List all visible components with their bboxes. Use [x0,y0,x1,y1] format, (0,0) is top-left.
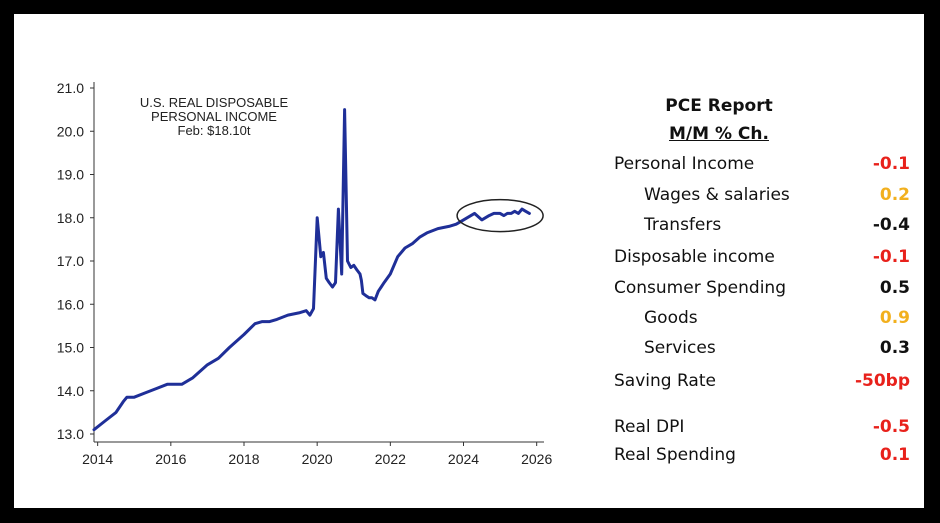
x-tick-label: 2018 [228,451,259,467]
report-row-value: 0.5 [879,278,910,298]
y-tick-label: 14.0 [57,383,84,399]
report-row-value: 0.9 [879,308,910,328]
y-tick-label: 21.0 [57,80,84,96]
report-row-value: -0.5 [872,417,910,437]
slide-frame: 13.0 14.0 15.0 16.0 17.0 18.0 19.0 20.0 21.0 2014… [14,14,924,508]
income-line-chart: 13.0 14.0 15.0 16.0 17.0 18.0 19.0 20.0 21.0 2014… [57,80,553,467]
pce-report-table: PCE Report M/M % Ch. Personal Income -0.1… [614,92,914,465]
y-tick-label: 20.0 [57,123,84,139]
series-line-income [92,108,531,432]
annotation-line-1: U.S. REAL DISPOSABLE [139,95,289,110]
report-subtitle: M/M % Ch. [669,124,769,144]
report-row-label: Real DPI [614,417,685,437]
x-tick-label: 2020 [302,451,333,467]
report-row-value: 0.1 [879,445,910,465]
report-row: Real DPI -0.5 [614,417,910,447]
report-row-value: -0.1 [872,154,910,174]
y-tick-label: 15.0 [57,340,84,356]
report-row: Real Spending 0.1 [614,445,910,475]
report-row-value: -50bp [854,371,910,391]
x-tick-label: 2014 [82,451,113,467]
report-row: Consumer Spending 0.5 [614,278,910,308]
report-row-label: Goods [644,308,698,328]
x-tick-label: 2024 [448,451,479,467]
report-row: Saving Rate -50bp [614,371,910,401]
report-row-value: -0.1 [872,247,910,267]
report-row-value: -0.4 [872,215,910,235]
highlight-ellipse [456,198,544,233]
y-tick-label: 13.0 [57,426,84,442]
y-tick-label: 17.0 [57,253,84,269]
x-tick-label: 2026 [521,451,552,467]
report-row-label: Saving Rate [614,371,716,391]
report-row: Disposable income -0.1 [614,247,910,277]
y-tick-label: 18.0 [57,210,84,226]
report-title: PCE Report [665,96,773,116]
chart-annotation: U.S. REAL DISPOSABLE PERSONAL INCOME Feb… [94,96,334,138]
report-row: Services 0.3 [614,338,910,368]
report-row-value: 0.2 [879,185,910,205]
annotation-line-2: PERSONAL INCOME [151,109,277,124]
report-row-label: Wages & salaries [644,185,790,205]
report-row-label: Consumer Spending [614,278,786,298]
report-row-label: Disposable income [614,247,775,267]
report-row-label: Personal Income [614,154,755,174]
report-row: Transfers -0.4 [614,215,910,245]
report-row-label: Real Spending [614,445,736,465]
x-tick-label: 2016 [155,451,186,467]
report-row-label: Services [644,338,716,358]
report-row-value: 0.3 [879,338,910,358]
report-row: Personal Income -0.1 [614,154,910,184]
report-row: Goods 0.9 [614,308,910,338]
x-tick-label: 2022 [375,451,406,467]
y-tick-label: 16.0 [57,296,84,312]
report-row-label: Transfers [644,215,722,235]
report-row: Wages & salaries 0.2 [614,185,910,215]
y-tick-label: 19.0 [57,167,84,183]
annotation-line-3: Feb: $18.10t [177,123,251,138]
